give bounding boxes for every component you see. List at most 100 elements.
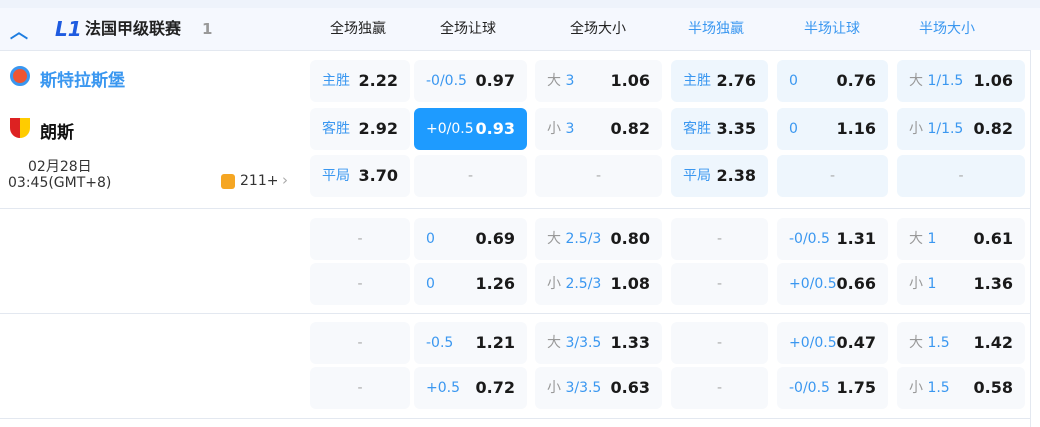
odds-cell[interactable]: - <box>671 263 768 305</box>
odds-cell[interactable]: -0/0.5 0.97 <box>414 60 527 102</box>
match-section: 斯特拉斯堡 朗斯 02月28日 03:45(GMT+8) 211+ › <box>0 50 1030 209</box>
no-odds: - <box>357 276 363 292</box>
col-ht-ou: 半场大小 <box>919 21 975 37</box>
ou-prefix: 大 <box>909 231 923 247</box>
odds-cell[interactable]: - <box>671 322 768 364</box>
odds-value: 0.82 <box>973 119 1013 138</box>
no-odds: - <box>595 168 602 184</box>
odds-cell[interactable]: - <box>671 218 768 260</box>
markets-count[interactable]: 211+ <box>240 173 279 189</box>
ou-prefix: 小 <box>909 121 923 137</box>
odds-label: +0/0.5 <box>789 263 837 305</box>
odds-label: -0/0.5 <box>426 60 467 102</box>
odds-value: 0.63 <box>610 378 650 397</box>
odds-cell[interactable]: 大 3 1.06 <box>535 60 662 102</box>
odds-label: 小 1 <box>909 263 936 305</box>
no-odds: - <box>958 168 964 184</box>
odds-line: +0/0.5 <box>789 276 837 292</box>
odds-cell[interactable]: - <box>671 367 768 409</box>
odds-label: 客胜 <box>683 108 711 150</box>
no-odds: - <box>357 231 363 247</box>
odds-line: 3 <box>565 121 575 137</box>
strasbourg-logo-icon <box>10 66 30 86</box>
odds-line: 1.5 <box>927 380 950 396</box>
odds-cell[interactable]: +0/0.5 0.93 <box>414 108 527 150</box>
odds-cell[interactable]: 客胜 2.92 <box>310 108 410 150</box>
ou-prefix: 小 <box>547 121 561 137</box>
odds-cell[interactable]: -0.5 1.21 <box>414 322 527 364</box>
odds-cell[interactable]: 客胜 3.35 <box>671 108 768 150</box>
odds-cell[interactable]: 0 1.26 <box>414 263 527 305</box>
odds-cell[interactable]: - <box>535 155 662 197</box>
chevron-right-icon[interactable]: › <box>282 171 288 189</box>
odds-label: 主胜 <box>322 60 350 102</box>
odds-cell[interactable]: -0/0.5 1.31 <box>777 218 888 260</box>
odds-cell[interactable]: +0/0.5 0.47 <box>777 322 888 364</box>
odds-value: 0.66 <box>836 274 876 293</box>
markets-icon <box>221 174 235 189</box>
odds-label: 小 2.5/3 <box>547 263 601 305</box>
odds-cell[interactable]: - <box>310 322 410 364</box>
odds-cell[interactable]: 0 0.69 <box>414 218 527 260</box>
odds-line: 0 <box>426 231 435 247</box>
odds-label: -0/0.5 <box>789 218 830 260</box>
odds-cell[interactable]: 小 2.5/3 1.08 <box>535 263 662 305</box>
home-team[interactable]: 斯特拉斯堡 <box>40 71 125 91</box>
lens-logo-icon <box>10 118 30 138</box>
odds-cell[interactable]: - <box>414 155 527 197</box>
odds-cell[interactable]: - <box>777 155 888 197</box>
odds-label: 客胜 <box>322 108 350 150</box>
top-strip <box>0 0 1040 8</box>
ou-prefix: 大 <box>547 335 561 351</box>
odds-cell[interactable]: 大 3/3.5 1.33 <box>535 322 662 364</box>
odds-cell[interactable]: 小 1 1.36 <box>897 263 1025 305</box>
odds-cell[interactable]: 平局 2.38 <box>671 155 768 197</box>
odds-cell[interactable]: 小 3 0.82 <box>535 108 662 150</box>
odds-cell[interactable]: 小 1.5 0.58 <box>897 367 1025 409</box>
odds-value: 0.93 <box>475 119 515 138</box>
odds-value: 2.92 <box>358 119 398 138</box>
odds-value: 2.22 <box>358 71 398 90</box>
league-header: ︿ L1 法国甲级联赛 1 全场独赢 全场让球 全场大小 半场独赢 半场让球 半… <box>0 8 1040 51</box>
odds-value: 1.75 <box>836 378 876 397</box>
odds-cell[interactable]: 主胜 2.76 <box>671 60 768 102</box>
odds-cell[interactable]: 0 0.76 <box>777 60 888 102</box>
odds-cell[interactable]: 小 3/3.5 0.63 <box>535 367 662 409</box>
no-odds: - <box>467 168 474 184</box>
odds-line: 2.5/3 <box>565 231 602 247</box>
odds-cell[interactable]: - <box>310 218 410 260</box>
odds-cell[interactable]: 大 1.5 1.42 <box>897 322 1025 364</box>
odds-line: 0 <box>789 121 798 137</box>
odds-value: 1.06 <box>610 71 650 90</box>
odds-cell[interactable]: 平局 3.70 <box>310 155 410 197</box>
odds-cell[interactable]: 大 1 0.61 <box>897 218 1025 260</box>
odds-cell[interactable]: - <box>310 263 410 305</box>
ou-prefix: 大 <box>547 73 561 89</box>
odds-label: 平局 <box>322 155 350 197</box>
odds-cell[interactable]: 大 1/1.5 1.06 <box>897 60 1025 102</box>
odds-value: 0.72 <box>475 378 515 397</box>
col-ft-ou: 全场大小 <box>570 21 626 37</box>
odds-label: 大 3 <box>547 60 574 102</box>
odds-value: 1.06 <box>973 71 1013 90</box>
collapse-chevron-icon[interactable]: ︿ <box>10 22 28 43</box>
odds-cell[interactable]: 小 1/1.5 0.82 <box>897 108 1025 150</box>
odds-line: 客胜 <box>322 121 350 137</box>
odds-cell[interactable]: 0 1.16 <box>777 108 888 150</box>
odds-cell[interactable]: 主胜 2.22 <box>310 60 410 102</box>
odds-line: 3 <box>565 73 575 89</box>
scrollbar[interactable] <box>1030 50 1040 427</box>
odds-value: 0.76 <box>836 71 876 90</box>
odds-cell[interactable]: 大 2.5/3 0.80 <box>535 218 662 260</box>
odds-cell[interactable]: - <box>310 367 410 409</box>
away-team[interactable]: 朗斯 <box>40 123 74 143</box>
odds-line: 3/3.5 <box>565 380 602 396</box>
odds-cell[interactable]: +0/0.5 0.66 <box>777 263 888 305</box>
odds-cell[interactable]: - <box>897 155 1025 197</box>
odds-cell[interactable]: -0/0.5 1.75 <box>777 367 888 409</box>
odds-cell[interactable]: +0.5 0.72 <box>414 367 527 409</box>
odds-value: 1.26 <box>475 274 515 293</box>
odds-value: 1.21 <box>475 333 515 352</box>
odds-label: 0 <box>426 263 435 305</box>
odds-line: 主胜 <box>322 73 350 89</box>
